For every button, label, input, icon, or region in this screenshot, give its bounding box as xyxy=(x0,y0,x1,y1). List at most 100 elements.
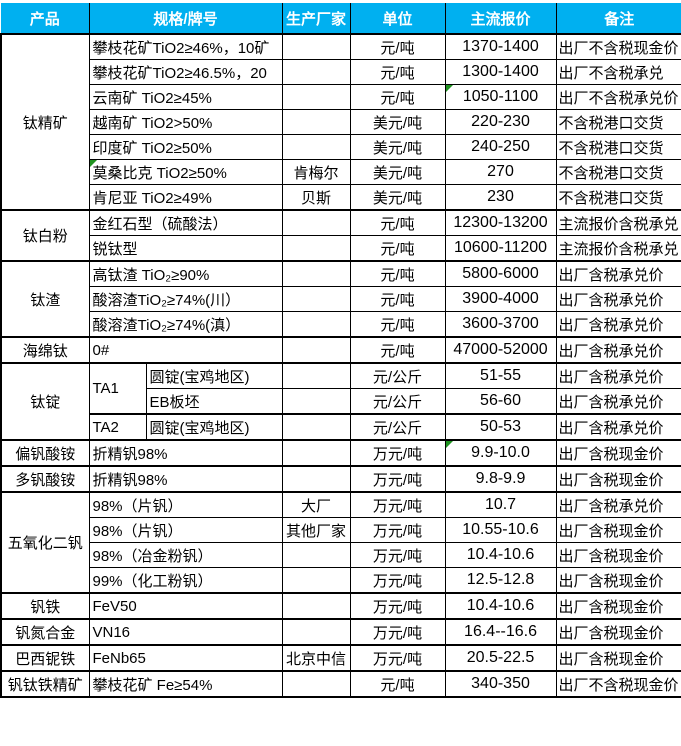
error-marker-icon xyxy=(90,160,97,167)
unit-cell: 元/吨 xyxy=(349,311,446,338)
spec-cell: 98%（片钒） xyxy=(88,517,283,543)
header-row: 产品 规格/牌号 生产厂家 单位 主流报价 备注 xyxy=(1,3,681,35)
unit-cell: 元/吨 xyxy=(349,59,446,85)
vendor-cell xyxy=(281,109,351,135)
note-cell: 出厂含税承兑价 xyxy=(555,311,681,338)
product-cell: 偏钒酸铵 xyxy=(0,439,90,467)
note-cell: 出厂含税现金价 xyxy=(555,567,681,594)
unit-cell: 美元/吨 xyxy=(349,159,446,185)
price-cell: 1300-1400 xyxy=(444,59,557,85)
price-cell: 9.9-10.0 xyxy=(444,439,557,467)
price-cell: 50-53 xyxy=(444,413,557,441)
price-cell: 3600-3700 xyxy=(444,311,557,338)
note-cell: 主流报价含税承兑 xyxy=(555,235,681,262)
unit-cell: 元/吨 xyxy=(349,235,446,262)
table-row: 锐钛型 元/吨 10600-11200 主流报价含税承兑 xyxy=(1,235,681,262)
spec-cell: 攀枝花矿TiO2≥46%，10矿 xyxy=(88,33,283,60)
spec-grade-cell: TA1 xyxy=(88,362,147,415)
unit-cell: 元/吨 xyxy=(349,260,446,287)
product-cell: 钒钛铁精矿 xyxy=(0,670,90,698)
unit-cell: 元/吨 xyxy=(349,84,446,110)
table-row: 钛白粉 金红石型（硫酸法） 元/吨 12300-13200 主流报价含税承兑 xyxy=(0,209,681,262)
product-cell: 钛白粉 xyxy=(0,209,90,262)
table-row: 98%（冶金粉钒） 万元/吨 10.4-10.6 出厂含税现金价 xyxy=(1,542,681,568)
unit-cell: 元/吨 xyxy=(349,209,446,236)
note-cell: 出厂含税现金价 xyxy=(555,439,681,467)
unit-cell: 万元/吨 xyxy=(349,439,446,467)
note-cell: 出厂不含税现金价 xyxy=(555,33,681,60)
price-cell: 10600-11200 xyxy=(444,235,557,262)
table-row: 98%（片钒） 其他厂家 万元/吨 10.55-10.6 出厂含税现金价 xyxy=(1,517,681,543)
note-cell: 出厂不含税现金价 xyxy=(555,670,681,698)
unit-cell: 万元/吨 xyxy=(349,542,446,568)
note-cell: 不含税港口交货 xyxy=(555,159,681,185)
vendor-cell xyxy=(281,336,351,364)
col-header-spec: 规格/牌号 xyxy=(88,3,283,35)
note-cell: 出厂含税承兑价 xyxy=(555,362,681,389)
col-header-product: 产品 xyxy=(1,3,90,35)
price-table: 产品 规格/牌号 生产厂家 单位 主流报价 备注 钛精矿 攀枝花矿TiO2≥46… xyxy=(0,3,681,698)
vendor-cell: 北京中信 xyxy=(281,644,351,672)
product-cell: 钛锭 xyxy=(0,362,90,441)
product-cell: 钛渣 xyxy=(0,260,90,338)
price-cell: 1370-1400 xyxy=(444,33,557,60)
price-cell: 230 xyxy=(444,184,557,211)
price-cell: 1050-1100 xyxy=(444,84,557,110)
vendor-cell xyxy=(281,311,351,338)
table-row: 莫桑比克 TiO2≥50% 肯梅尔 美元/吨 270 不含税港口交货 xyxy=(1,159,681,185)
spec-form-cell: 圆锭(宝鸡地区) xyxy=(145,413,283,441)
price-text: 1050-1100 xyxy=(462,88,539,105)
price-cell: 5800-6000 xyxy=(444,260,557,287)
vendor-cell xyxy=(281,59,351,85)
spec-cell: 越南矿 TiO2>50% xyxy=(88,109,283,135)
price-cell: 10.7 xyxy=(444,491,557,518)
product-cell: 钒铁 xyxy=(0,592,90,620)
product-cell: 钒氮合金 xyxy=(0,618,90,646)
spec-cell: 98%（片钒） xyxy=(88,491,283,518)
table-row: 酸溶渣TiO₂≥74%(滇） 元/吨 3600-3700 出厂含税承兑价 xyxy=(1,311,681,338)
unit-cell: 元/吨 xyxy=(349,286,446,312)
note-cell: 出厂含税承兑价 xyxy=(555,260,681,287)
table-row: TA2 圆锭(宝鸡地区) 元/公斤 50-53 出厂含税承兑价 xyxy=(1,413,681,441)
spec-cell: 酸溶渣TiO₂≥74%(滇） xyxy=(88,311,283,338)
price-cell: 12.5-12.8 xyxy=(444,567,557,594)
table-row: 巴西铌铁 FeNb65 北京中信 万元/吨 20.5-22.5 出厂含税现金价 xyxy=(0,644,681,672)
unit-cell: 万元/吨 xyxy=(349,491,446,518)
unit-cell: 美元/吨 xyxy=(349,184,446,211)
note-cell: 出厂含税现金价 xyxy=(555,592,681,620)
spec-form-cell: EB板坯 xyxy=(145,388,283,415)
vendor-cell xyxy=(281,413,351,441)
table-row: 钛渣 高钛渣 TiO₂≥90% 元/吨 5800-6000 出厂含税承兑价 xyxy=(0,260,681,338)
col-header-note: 备注 xyxy=(555,3,681,35)
price-cell: 56-60 xyxy=(444,388,557,415)
spec-form-cell: 圆锭(宝鸡地区) xyxy=(145,362,283,389)
unit-cell: 元/吨 xyxy=(349,670,446,698)
vendor-cell xyxy=(281,260,351,287)
price-cell: 10.4-10.6 xyxy=(444,542,557,568)
table-row: 印度矿 TiO2≥50% 美元/吨 240-250 不含税港口交货 xyxy=(1,134,681,160)
spec-cell: 0# xyxy=(88,336,283,364)
table-row: 五氧化二钒 98%（片钒） 大厂 万元/吨 10.7 出厂含税承兑价 xyxy=(0,491,681,594)
col-header-price: 主流报价 xyxy=(444,3,557,35)
vendor-cell xyxy=(281,84,351,110)
spec-cell: 高钛渣 TiO₂≥90% xyxy=(88,260,283,287)
table-row: 钒铁 FeV50 万元/吨 10.4-10.6 出厂含税现金价 xyxy=(0,592,681,620)
price-cell: 10.55-10.6 xyxy=(444,517,557,543)
unit-cell: 元/吨 xyxy=(349,33,446,60)
col-header-unit: 单位 xyxy=(349,3,446,35)
table-row: 钛锭 TA1 圆锭(宝鸡地区) 元/公斤 51-55 出厂含税承兑价 xyxy=(0,362,681,441)
product-cell: 巴西铌铁 xyxy=(0,644,90,672)
table-row: 肯尼亚 TiO2≥49% 贝斯 美元/吨 230 不含税港口交货 xyxy=(1,184,681,211)
spec-cell: 肯尼亚 TiO2≥49% xyxy=(88,184,283,211)
unit-cell: 元/公斤 xyxy=(349,413,446,441)
note-cell: 出厂含税现金价 xyxy=(555,542,681,568)
vendor-cell: 贝斯 xyxy=(281,184,351,211)
unit-cell: 万元/吨 xyxy=(349,567,446,594)
vendor-cell: 肯梅尔 xyxy=(281,159,351,185)
unit-cell: 万元/吨 xyxy=(349,465,446,493)
vendor-cell xyxy=(281,286,351,312)
price-cell: 47000-52000 xyxy=(444,336,557,364)
spec-cell: 攀枝花矿TiO2≥46.5%，20 xyxy=(88,59,283,85)
price-cell: 20.5-22.5 xyxy=(444,644,557,672)
note-cell: 出厂含税承兑价 xyxy=(555,388,681,415)
